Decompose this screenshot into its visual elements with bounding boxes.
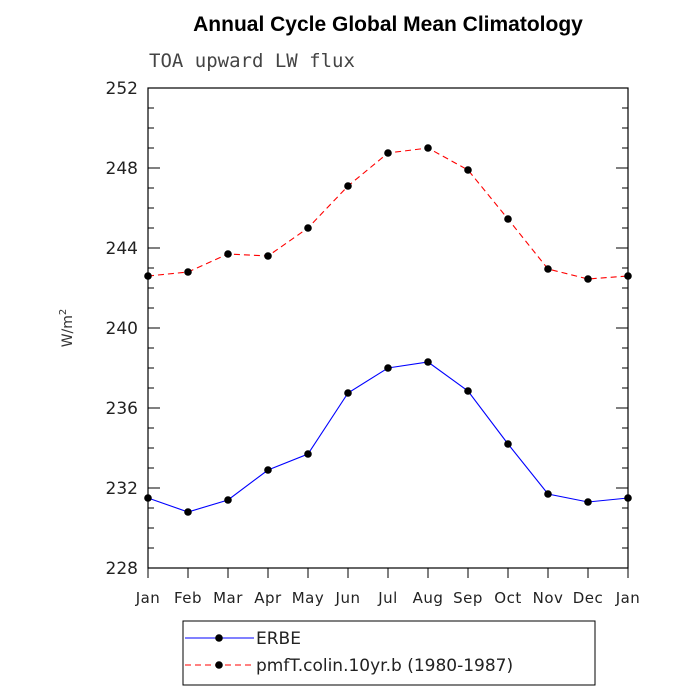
series-line: [147, 361, 629, 513]
legend-box: [182, 620, 596, 686]
data-point: [544, 265, 552, 273]
data-point: [384, 149, 392, 157]
axis-ticks: [147, 87, 629, 578]
y-tick-label: 232: [106, 479, 138, 499]
legend-item: pmfT.colin.10yr.b (1980-1987): [185, 656, 513, 676]
x-tick-label: Jan: [615, 589, 641, 607]
y-axis-label-text: W/m: [60, 315, 76, 347]
data-point: [504, 215, 512, 223]
data-point: [504, 440, 512, 448]
legend-label: pmfT.colin.10yr.b (1980-1987): [256, 656, 513, 676]
chart-title: Annual Cycle Global Mean Climatology: [193, 13, 583, 36]
x-tick-label: Mar: [213, 589, 243, 607]
x-tick-label: Oct: [494, 589, 521, 607]
data-point: [424, 358, 432, 366]
data-point: [304, 224, 312, 232]
series-line: [147, 147, 629, 280]
y-axis-label-superscript: 2: [58, 309, 69, 315]
data-point: [384, 364, 392, 372]
y-tick-label: 228: [106, 559, 138, 579]
x-tick-label: Aug: [413, 589, 444, 607]
legend: ERBE pmfT.colin.10yr.b (1980-1987): [185, 629, 513, 676]
data-point: [184, 268, 192, 276]
y-axis-label: W/m2: [58, 309, 76, 348]
x-tick-label: Jan: [135, 589, 161, 607]
data-point: [584, 275, 592, 283]
y-tick-label: 248: [106, 159, 138, 179]
data-point: [144, 272, 152, 280]
data-point: [304, 450, 312, 458]
data-point: [224, 496, 232, 504]
x-tick-labels: Jan Feb Mar Apr May Jun Jul Aug Sep Oct Nov Dec Jan: [135, 589, 641, 607]
data-point: [264, 252, 272, 260]
data-point: [584, 498, 592, 506]
x-tick-label: Sep: [453, 589, 483, 607]
x-tick-label: Feb: [174, 589, 202, 607]
data-point: [344, 182, 352, 190]
data-point: [464, 387, 472, 395]
y-tick-label: 244: [106, 239, 138, 259]
data-point: [264, 466, 272, 474]
data-point: [464, 166, 472, 174]
data-point: [184, 508, 192, 516]
legend-marker: [215, 661, 223, 669]
series-layer: [144, 144, 632, 516]
legend-label: ERBE: [256, 629, 301, 649]
data-point: [624, 272, 632, 280]
x-tick-label: Dec: [573, 589, 604, 607]
series-1: [144, 358, 632, 516]
x-tick-label: Apr: [254, 589, 282, 607]
chart-subtitle: TOA upward LW flux: [149, 50, 355, 72]
data-point: [144, 494, 152, 502]
y-tick-label: 240: [106, 319, 138, 339]
y-tick-labels: 228 232 236 240 244 248 252: [106, 79, 138, 579]
x-tick-label: Nov: [533, 589, 564, 607]
y-tick-label: 252: [106, 79, 138, 99]
x-tick-label: Jul: [377, 589, 398, 607]
x-tick-label: May: [292, 589, 325, 607]
legend-marker: [215, 634, 223, 642]
data-point: [344, 389, 352, 397]
data-point: [544, 490, 552, 498]
data-point: [224, 250, 232, 258]
legend-item: ERBE: [185, 629, 301, 649]
data-point: [424, 144, 432, 152]
y-tick-label: 236: [106, 399, 138, 419]
series-2: [144, 144, 632, 283]
data-point: [624, 494, 632, 502]
x-tick-label: Jun: [335, 589, 361, 607]
